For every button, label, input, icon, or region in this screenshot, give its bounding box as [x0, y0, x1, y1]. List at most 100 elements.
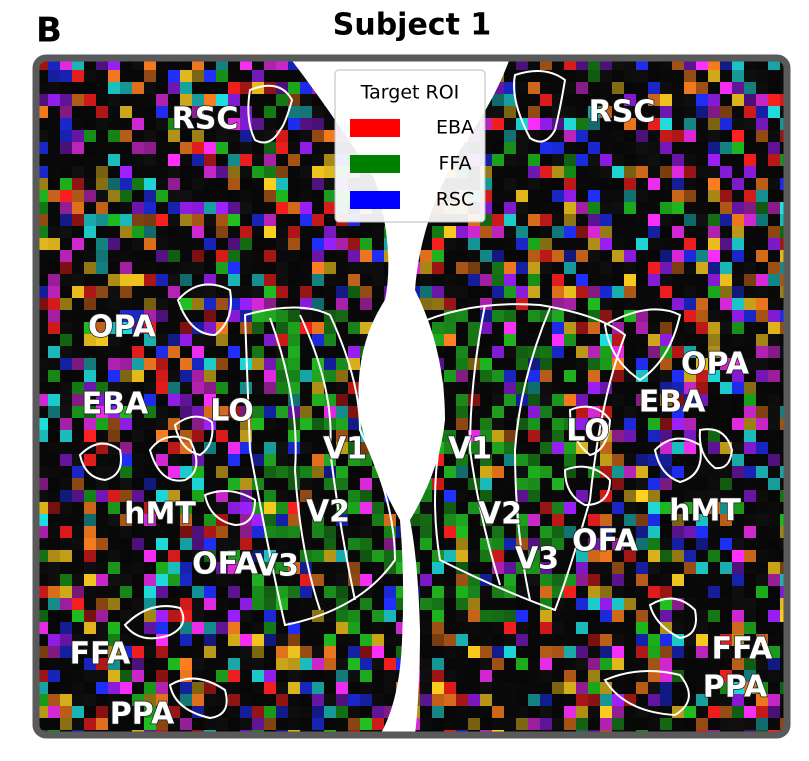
- texture-cell: [684, 538, 696, 550]
- texture-cell: [228, 610, 240, 622]
- texture-cell: [192, 610, 204, 622]
- texture-cell: [312, 154, 324, 166]
- texture-cell: [612, 466, 624, 478]
- texture-cell: [468, 634, 480, 646]
- texture-cell: [756, 526, 768, 538]
- texture-cell: [480, 358, 492, 370]
- texture-cell: [432, 718, 444, 730]
- texture-cell: [276, 490, 288, 502]
- texture-cell: [120, 322, 132, 334]
- texture-cell: [624, 694, 636, 706]
- texture-cell: [216, 190, 228, 202]
- texture-cell: [216, 142, 228, 154]
- texture-cell: [636, 238, 648, 250]
- texture-cell: [732, 406, 744, 418]
- texture-cell: [156, 622, 168, 634]
- texture-cell: [120, 454, 132, 466]
- texture-cell: [636, 130, 648, 142]
- texture-cell: [324, 142, 336, 154]
- texture-cell: [720, 106, 732, 118]
- texture-cell: [228, 430, 240, 442]
- texture-cell: [708, 286, 720, 298]
- texture-cell: [288, 346, 300, 358]
- texture-cell: [612, 250, 624, 262]
- texture-cell: [648, 334, 660, 346]
- texture-cell: [360, 502, 372, 514]
- texture-cell: [144, 190, 156, 202]
- texture-cell: [480, 670, 492, 682]
- texture-cell: [156, 310, 168, 322]
- texture-cell: [420, 706, 432, 718]
- texture-cell: [696, 706, 708, 718]
- texture-cell: [444, 334, 456, 346]
- texture-cell: [696, 610, 708, 622]
- texture-cell: [96, 418, 108, 430]
- texture-cell: [708, 82, 720, 94]
- texture-cell: [252, 358, 264, 370]
- texture-cell: [756, 82, 768, 94]
- texture-cell: [552, 286, 564, 298]
- texture-cell: [444, 382, 456, 394]
- texture-cell: [660, 130, 672, 142]
- texture-cell: [744, 190, 756, 202]
- texture-cell: [648, 262, 660, 274]
- texture-cell: [744, 538, 756, 550]
- texture-cell: [516, 94, 528, 106]
- texture-cell: [108, 454, 120, 466]
- texture-cell: [564, 682, 576, 694]
- texture-cell: [732, 250, 744, 262]
- texture-cell: [252, 94, 264, 106]
- texture-cell: [360, 658, 372, 670]
- texture-cell: [156, 502, 168, 514]
- texture-cell: [708, 442, 720, 454]
- texture-cell: [180, 106, 192, 118]
- texture-cell: [276, 382, 288, 394]
- texture-cell: [300, 658, 312, 670]
- texture-cell: [204, 382, 216, 394]
- texture-cell: [528, 430, 540, 442]
- texture-cell: [636, 154, 648, 166]
- texture-cell: [660, 358, 672, 370]
- texture-cell: [456, 418, 468, 430]
- texture-cell: [336, 610, 348, 622]
- texture-cell: [48, 238, 60, 250]
- roi-label: LO: [210, 394, 254, 429]
- texture-cell: [576, 634, 588, 646]
- texture-cell: [360, 598, 372, 610]
- texture-cell: [276, 202, 288, 214]
- texture-cell: [216, 646, 228, 658]
- texture-cell: [48, 622, 60, 634]
- texture-cell: [72, 118, 84, 130]
- texture-cell: [72, 478, 84, 490]
- texture-cell: [228, 226, 240, 238]
- texture-cell: [168, 310, 180, 322]
- texture-cell: [228, 586, 240, 598]
- texture-cell: [312, 118, 324, 130]
- texture-cell: [504, 550, 516, 562]
- texture-cell: [432, 514, 444, 526]
- texture-cell: [312, 562, 324, 574]
- texture-cell: [348, 286, 360, 298]
- texture-cell: [60, 634, 72, 646]
- texture-cell: [480, 586, 492, 598]
- texture-cell: [228, 118, 240, 130]
- texture-cell: [72, 418, 84, 430]
- texture-cell: [528, 502, 540, 514]
- texture-cell: [120, 478, 132, 490]
- texture-cell: [684, 658, 696, 670]
- texture-cell: [288, 178, 300, 190]
- texture-cell: [276, 190, 288, 202]
- texture-cell: [708, 490, 720, 502]
- texture-cell: [420, 514, 432, 526]
- texture-cell: [144, 286, 156, 298]
- texture-cell: [540, 538, 552, 550]
- texture-cell: [300, 382, 312, 394]
- texture-cell: [672, 214, 684, 226]
- texture-cell: [60, 646, 72, 658]
- texture-cell: [720, 262, 732, 274]
- texture-cell: [60, 166, 72, 178]
- texture-cell: [708, 166, 720, 178]
- texture-cell: [552, 370, 564, 382]
- texture-cell: [336, 322, 348, 334]
